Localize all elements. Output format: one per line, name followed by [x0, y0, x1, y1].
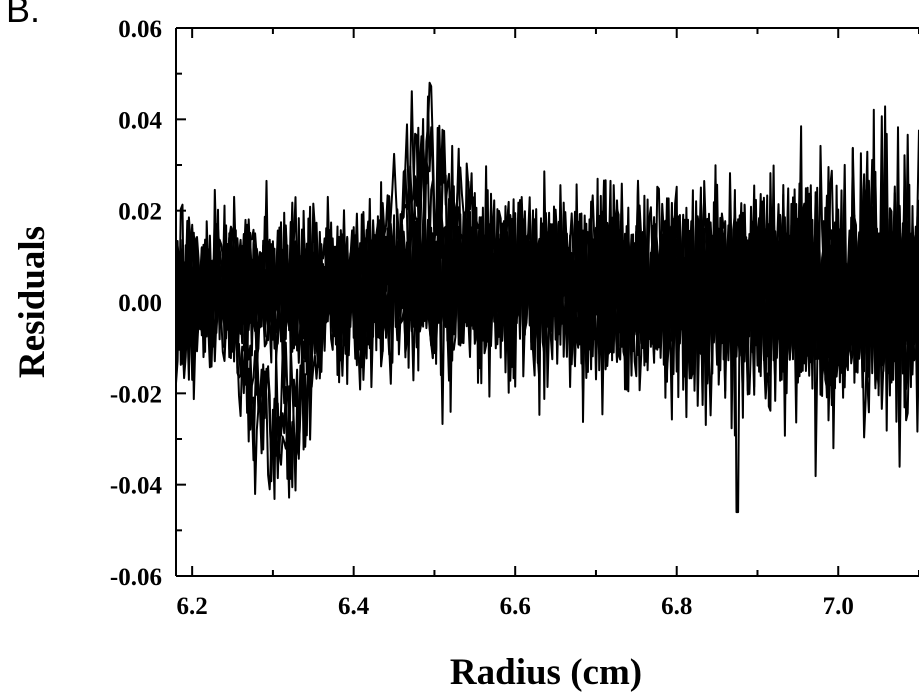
x-tick-label: 6.4 — [338, 593, 370, 620]
x-axis-title: Radius (cm) — [450, 652, 642, 693]
residual-traces — [176, 83, 919, 512]
y-tick-label: 0.00 — [118, 290, 162, 317]
x-tick-label: 6.6 — [500, 593, 531, 620]
y-tick-label: -0.02 — [110, 381, 162, 408]
y-axis-title: Residuals — [12, 226, 53, 378]
y-tick-label: -0.06 — [110, 564, 162, 591]
y-tick-label: 0.06 — [118, 16, 162, 43]
panel-label: B. — [6, 0, 40, 30]
y-tick-label: -0.04 — [110, 473, 163, 500]
y-axis-ticks: -0.06 -0.04 -0.02 0.00 0.02 0.04 0.06 — [110, 16, 186, 591]
x-tick-label: 7.0 — [823, 593, 854, 620]
y-tick-label: 0.04 — [118, 107, 162, 134]
x-tick-label: 6.8 — [661, 593, 692, 620]
x-tick-label: 6.2 — [177, 593, 208, 620]
y-tick-label: 0.02 — [118, 199, 162, 226]
